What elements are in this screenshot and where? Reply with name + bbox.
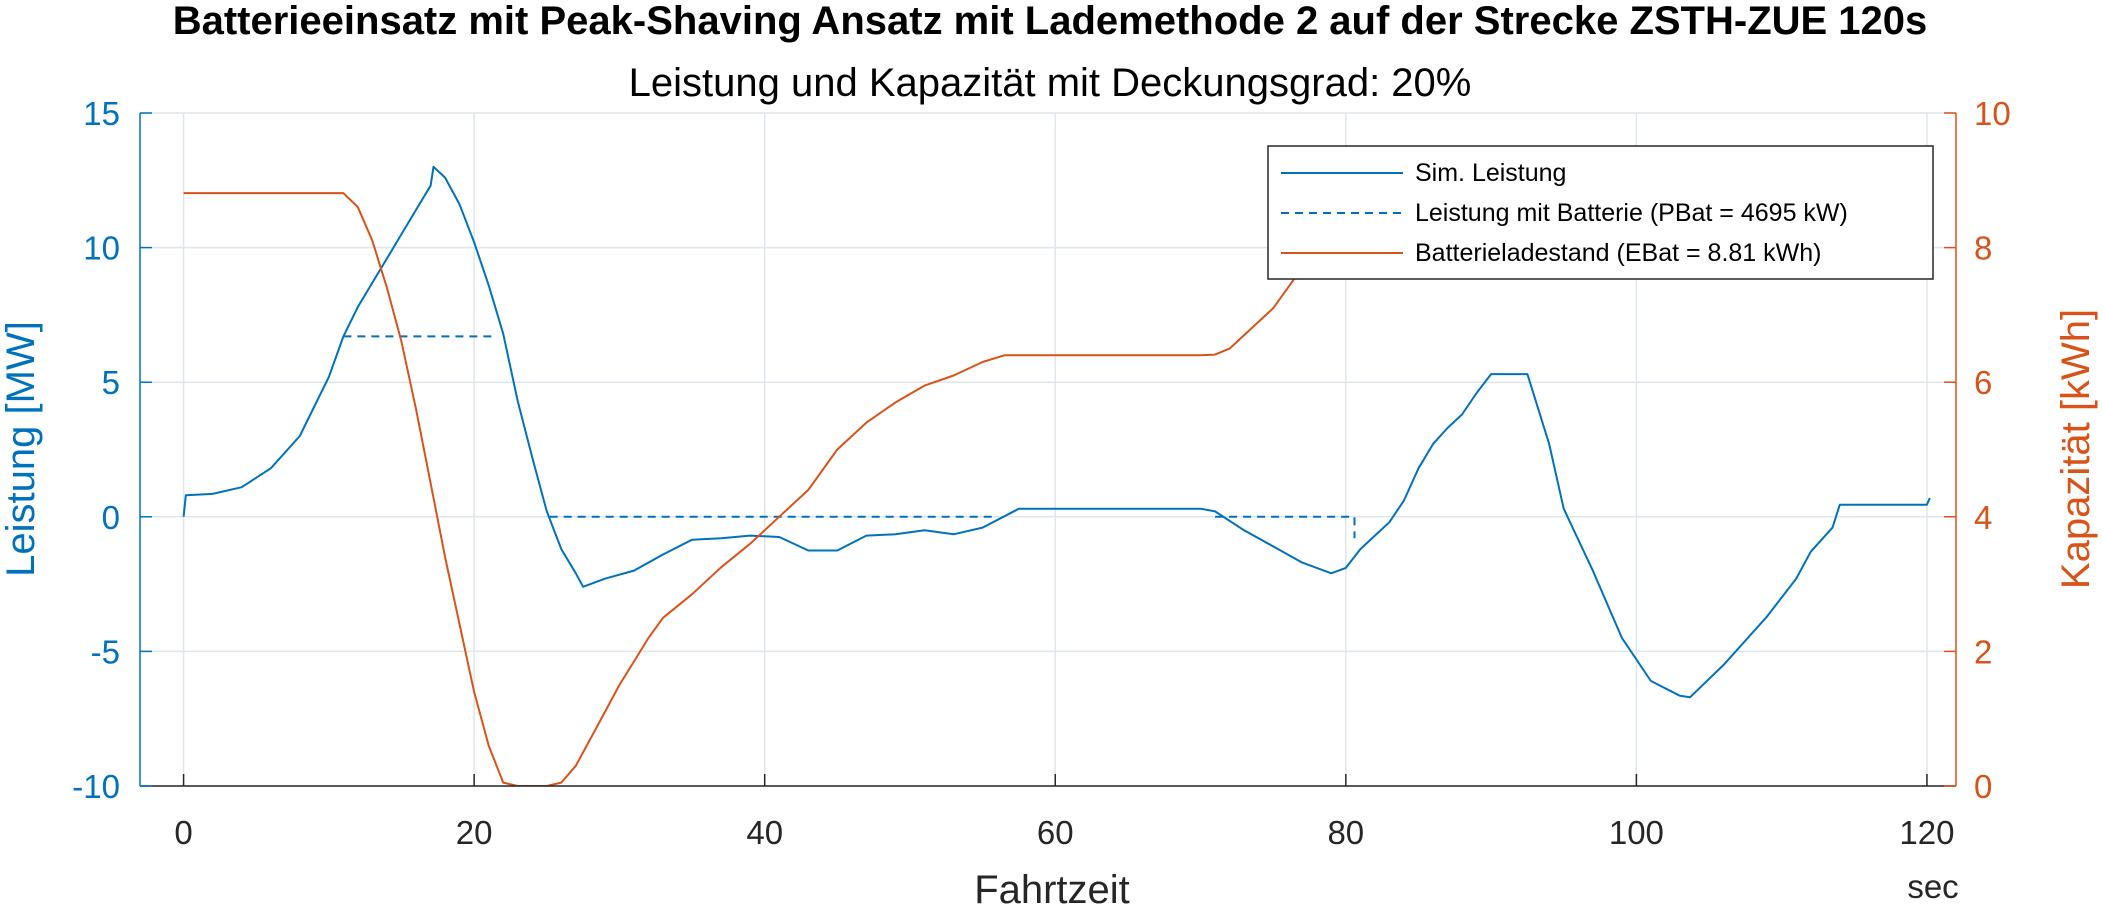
x-tick-label: 60 <box>1037 814 1074 851</box>
y-tick-label-left: -5 <box>91 633 120 670</box>
y-tick-label-right: 8 <box>1974 230 1992 267</box>
legend-label-sim-leistung: Sim. Leistung <box>1415 159 1566 187</box>
y-axis-label-left: Leistung [MW] <box>0 321 43 577</box>
y-tick-label-left: -10 <box>72 768 120 805</box>
x-tick-label: 40 <box>746 814 783 851</box>
chart-title: Batterieeinsatz mit Peak-Shaving Ansatz … <box>173 0 1928 43</box>
series-line-0 <box>182 165 1931 699</box>
x-axis-label: Fahrtzeit <box>974 868 1130 910</box>
y-tick-label-right: 4 <box>1974 499 1992 536</box>
series-line-1-segment <box>1215 515 1356 539</box>
y-tick-label-left: 10 <box>83 230 120 267</box>
y-tick-label-right: 2 <box>1974 633 1992 670</box>
y-tick-label-right: 0 <box>1974 768 1992 805</box>
axes-layer: 0 20 40 60 80 100 120 -10 -5 0 5 10 15 0 2 4 6 8 10 <box>72 95 2010 851</box>
y-tick-label-left: 15 <box>83 95 120 132</box>
legend-box <box>1267 145 1934 280</box>
y-tick-label-right: 6 <box>1974 364 1992 401</box>
x-tick-label: 0 <box>174 814 192 851</box>
legend-label-leistung-mit-batterie: Leistung mit Batterie (PBat = 4695 kW) <box>1415 199 1848 227</box>
x-tick-label: 100 <box>1609 814 1664 851</box>
x-tick-label: 20 <box>456 814 493 851</box>
legend-label-batterieladestand: Batterieladestand (EBat = 8.81 kWh) <box>1415 239 1821 267</box>
y-tick-label-left: 5 <box>102 364 120 401</box>
chart-subtitle: Leistung und Kapazität mit Deckungsgrad:… <box>629 61 1472 105</box>
x-tick-label: 80 <box>1327 814 1364 851</box>
y-axis-label-right: Kapazität [kWh] <box>2054 309 2098 589</box>
legend: Sim. Leistung Leistung mit Batterie (PBa… <box>1267 145 1934 280</box>
x-tick-label: 120 <box>1899 814 1954 851</box>
series-line-2 <box>183 192 1325 786</box>
series-layer <box>182 165 1931 786</box>
y-tick-label-right: 10 <box>1974 95 2011 132</box>
x-axis-unit: sec <box>1907 868 1958 905</box>
y-tick-label-left: 0 <box>102 499 120 536</box>
